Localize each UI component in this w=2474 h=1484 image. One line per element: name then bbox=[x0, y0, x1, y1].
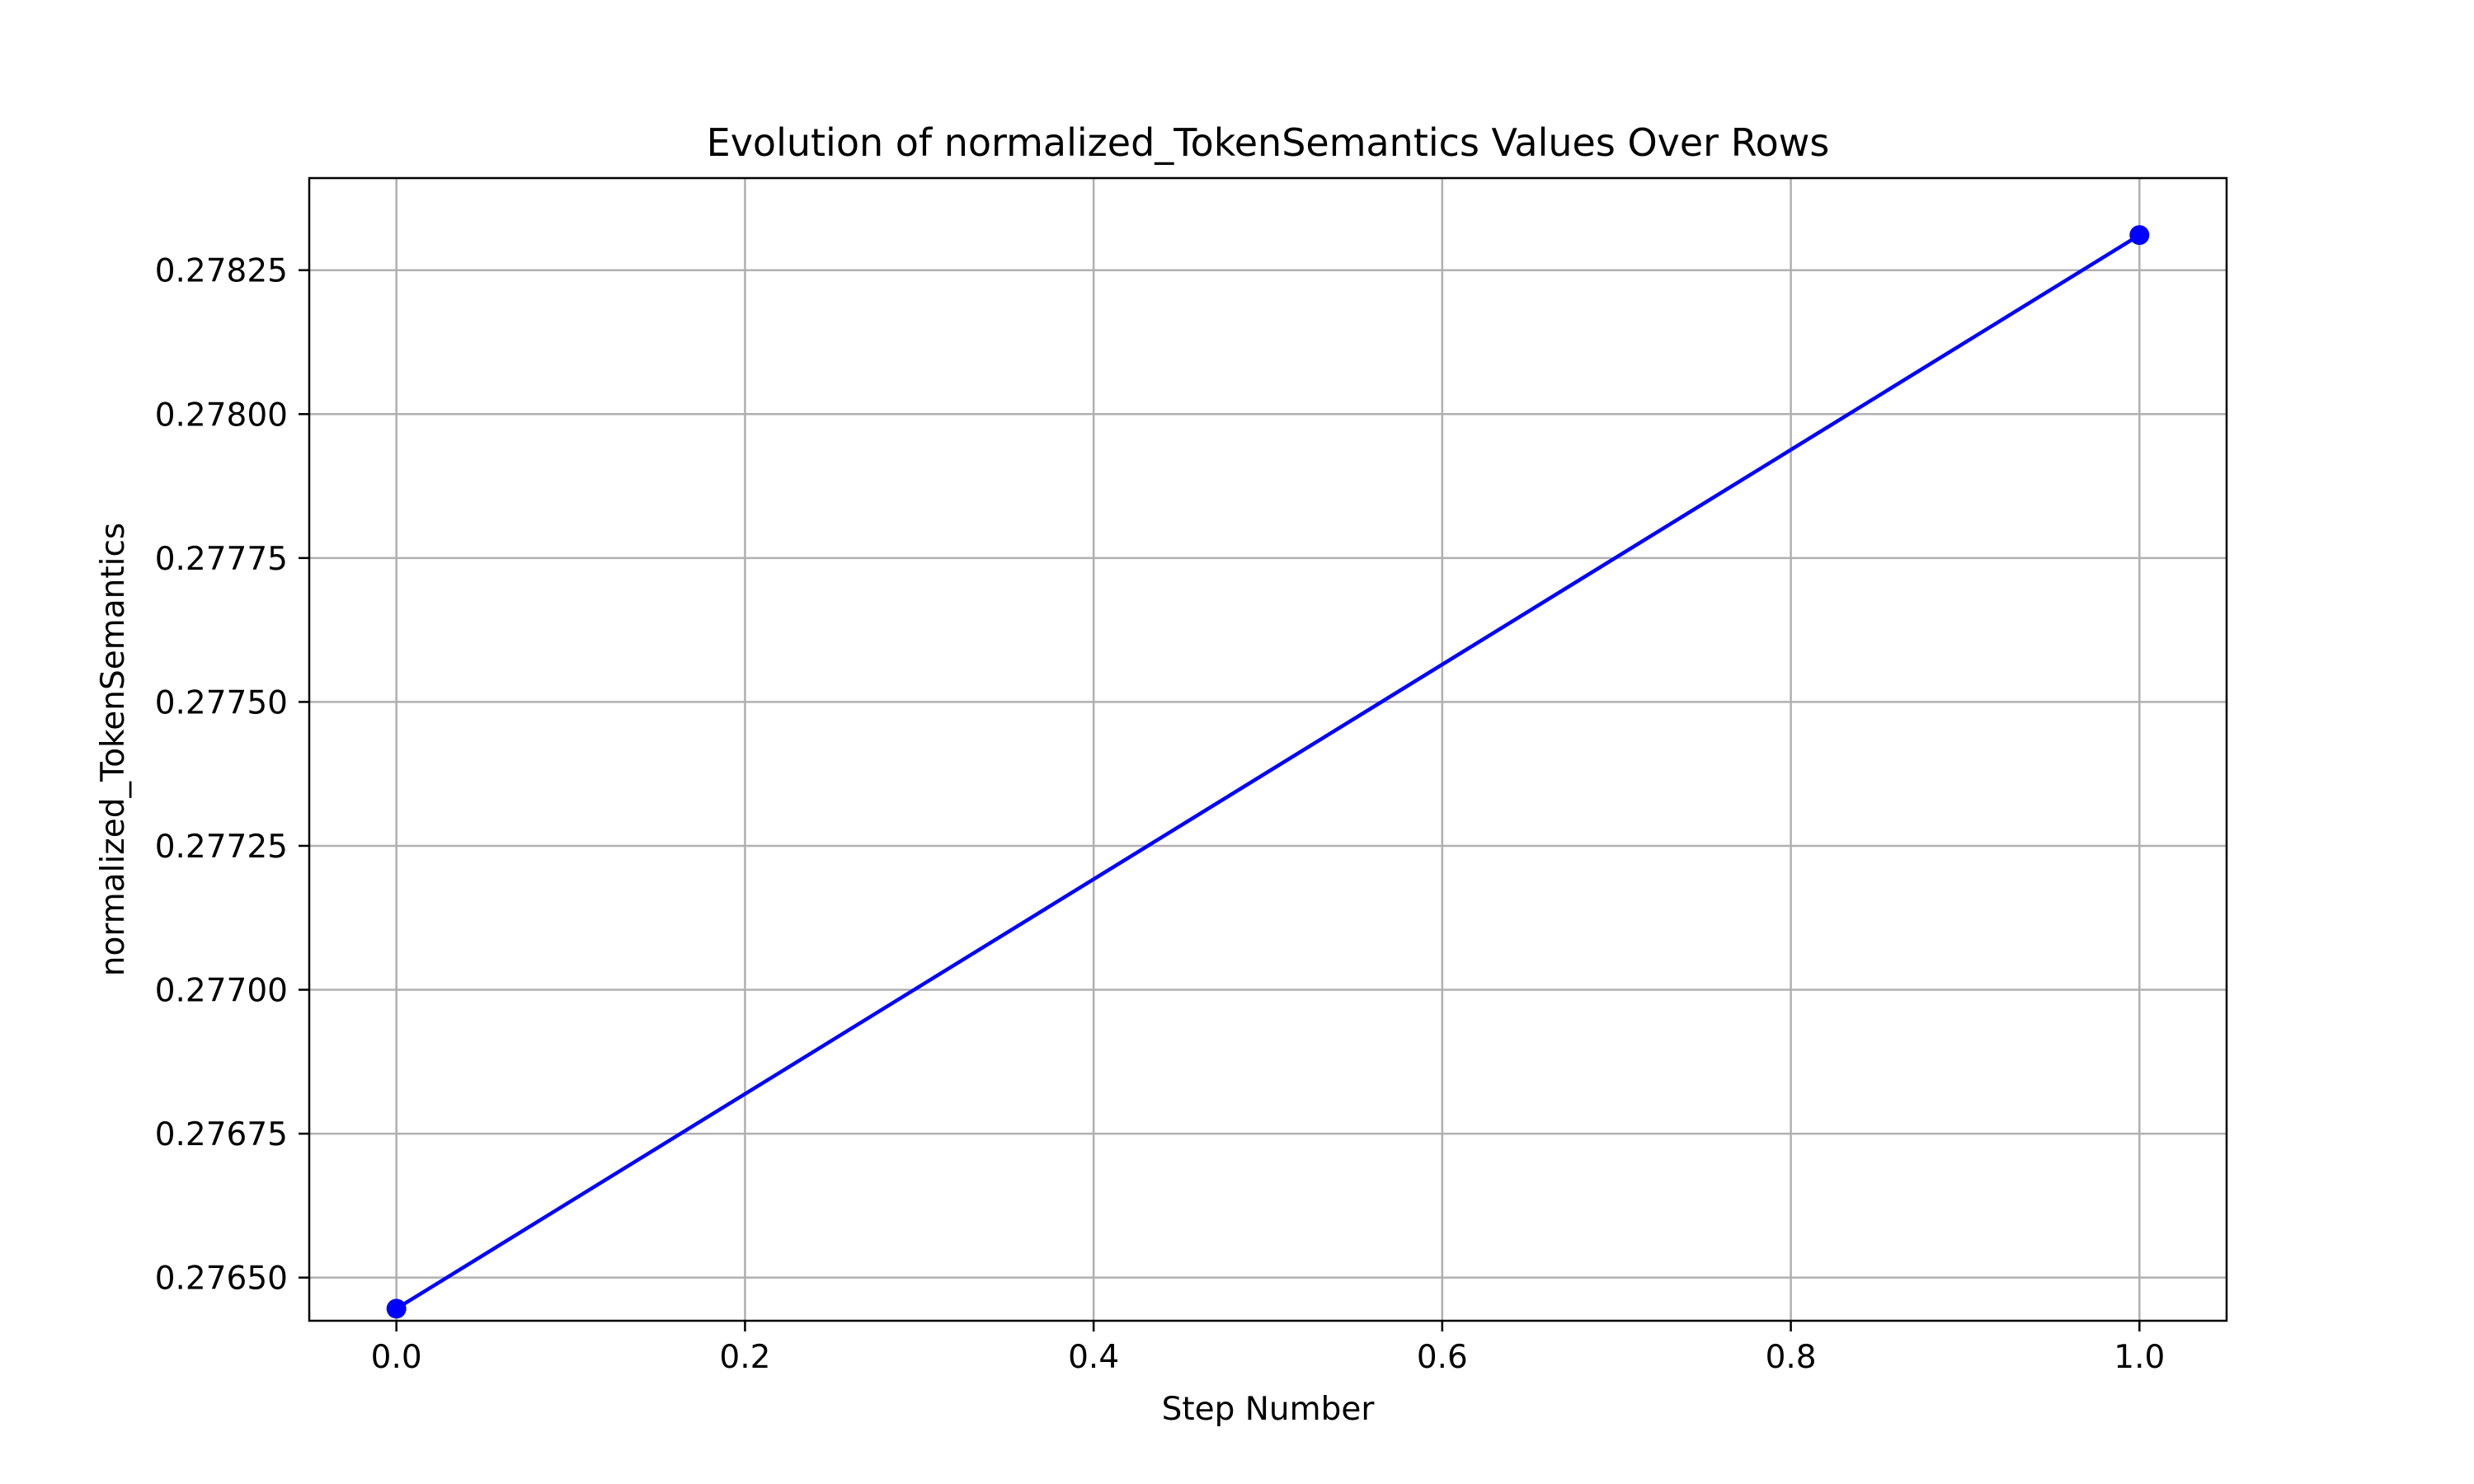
chart-title: Evolution of normalized_TokenSemantics V… bbox=[707, 120, 1830, 165]
x-tick-label: 0.8 bbox=[1766, 1339, 1817, 1376]
plot-background bbox=[309, 178, 2227, 1321]
y-tick-label: 0.27650 bbox=[155, 1261, 288, 1298]
y-tick-label: 0.27700 bbox=[155, 973, 288, 1010]
x-tick-label: 0.2 bbox=[719, 1339, 770, 1376]
y-tick-label: 0.27750 bbox=[155, 684, 288, 721]
x-tick-label: 1.0 bbox=[2114, 1339, 2165, 1376]
y-tick-label: 0.27675 bbox=[155, 1116, 288, 1153]
y-tick-label: 0.27825 bbox=[155, 253, 288, 290]
y-axis-label: normalized_TokenSemantics bbox=[95, 523, 132, 976]
y-tick-label: 0.27775 bbox=[155, 541, 288, 578]
data-point bbox=[2129, 225, 2149, 245]
x-tick-label: 0.4 bbox=[1068, 1339, 1119, 1376]
x-axis-label: Step Number bbox=[1162, 1391, 1376, 1428]
x-tick-label: 0.6 bbox=[1417, 1339, 1468, 1376]
data-point bbox=[387, 1298, 407, 1318]
y-tick-label: 0.27725 bbox=[155, 829, 288, 866]
x-tick-label: 0.0 bbox=[371, 1339, 422, 1376]
y-tick-label: 0.27800 bbox=[155, 397, 288, 434]
